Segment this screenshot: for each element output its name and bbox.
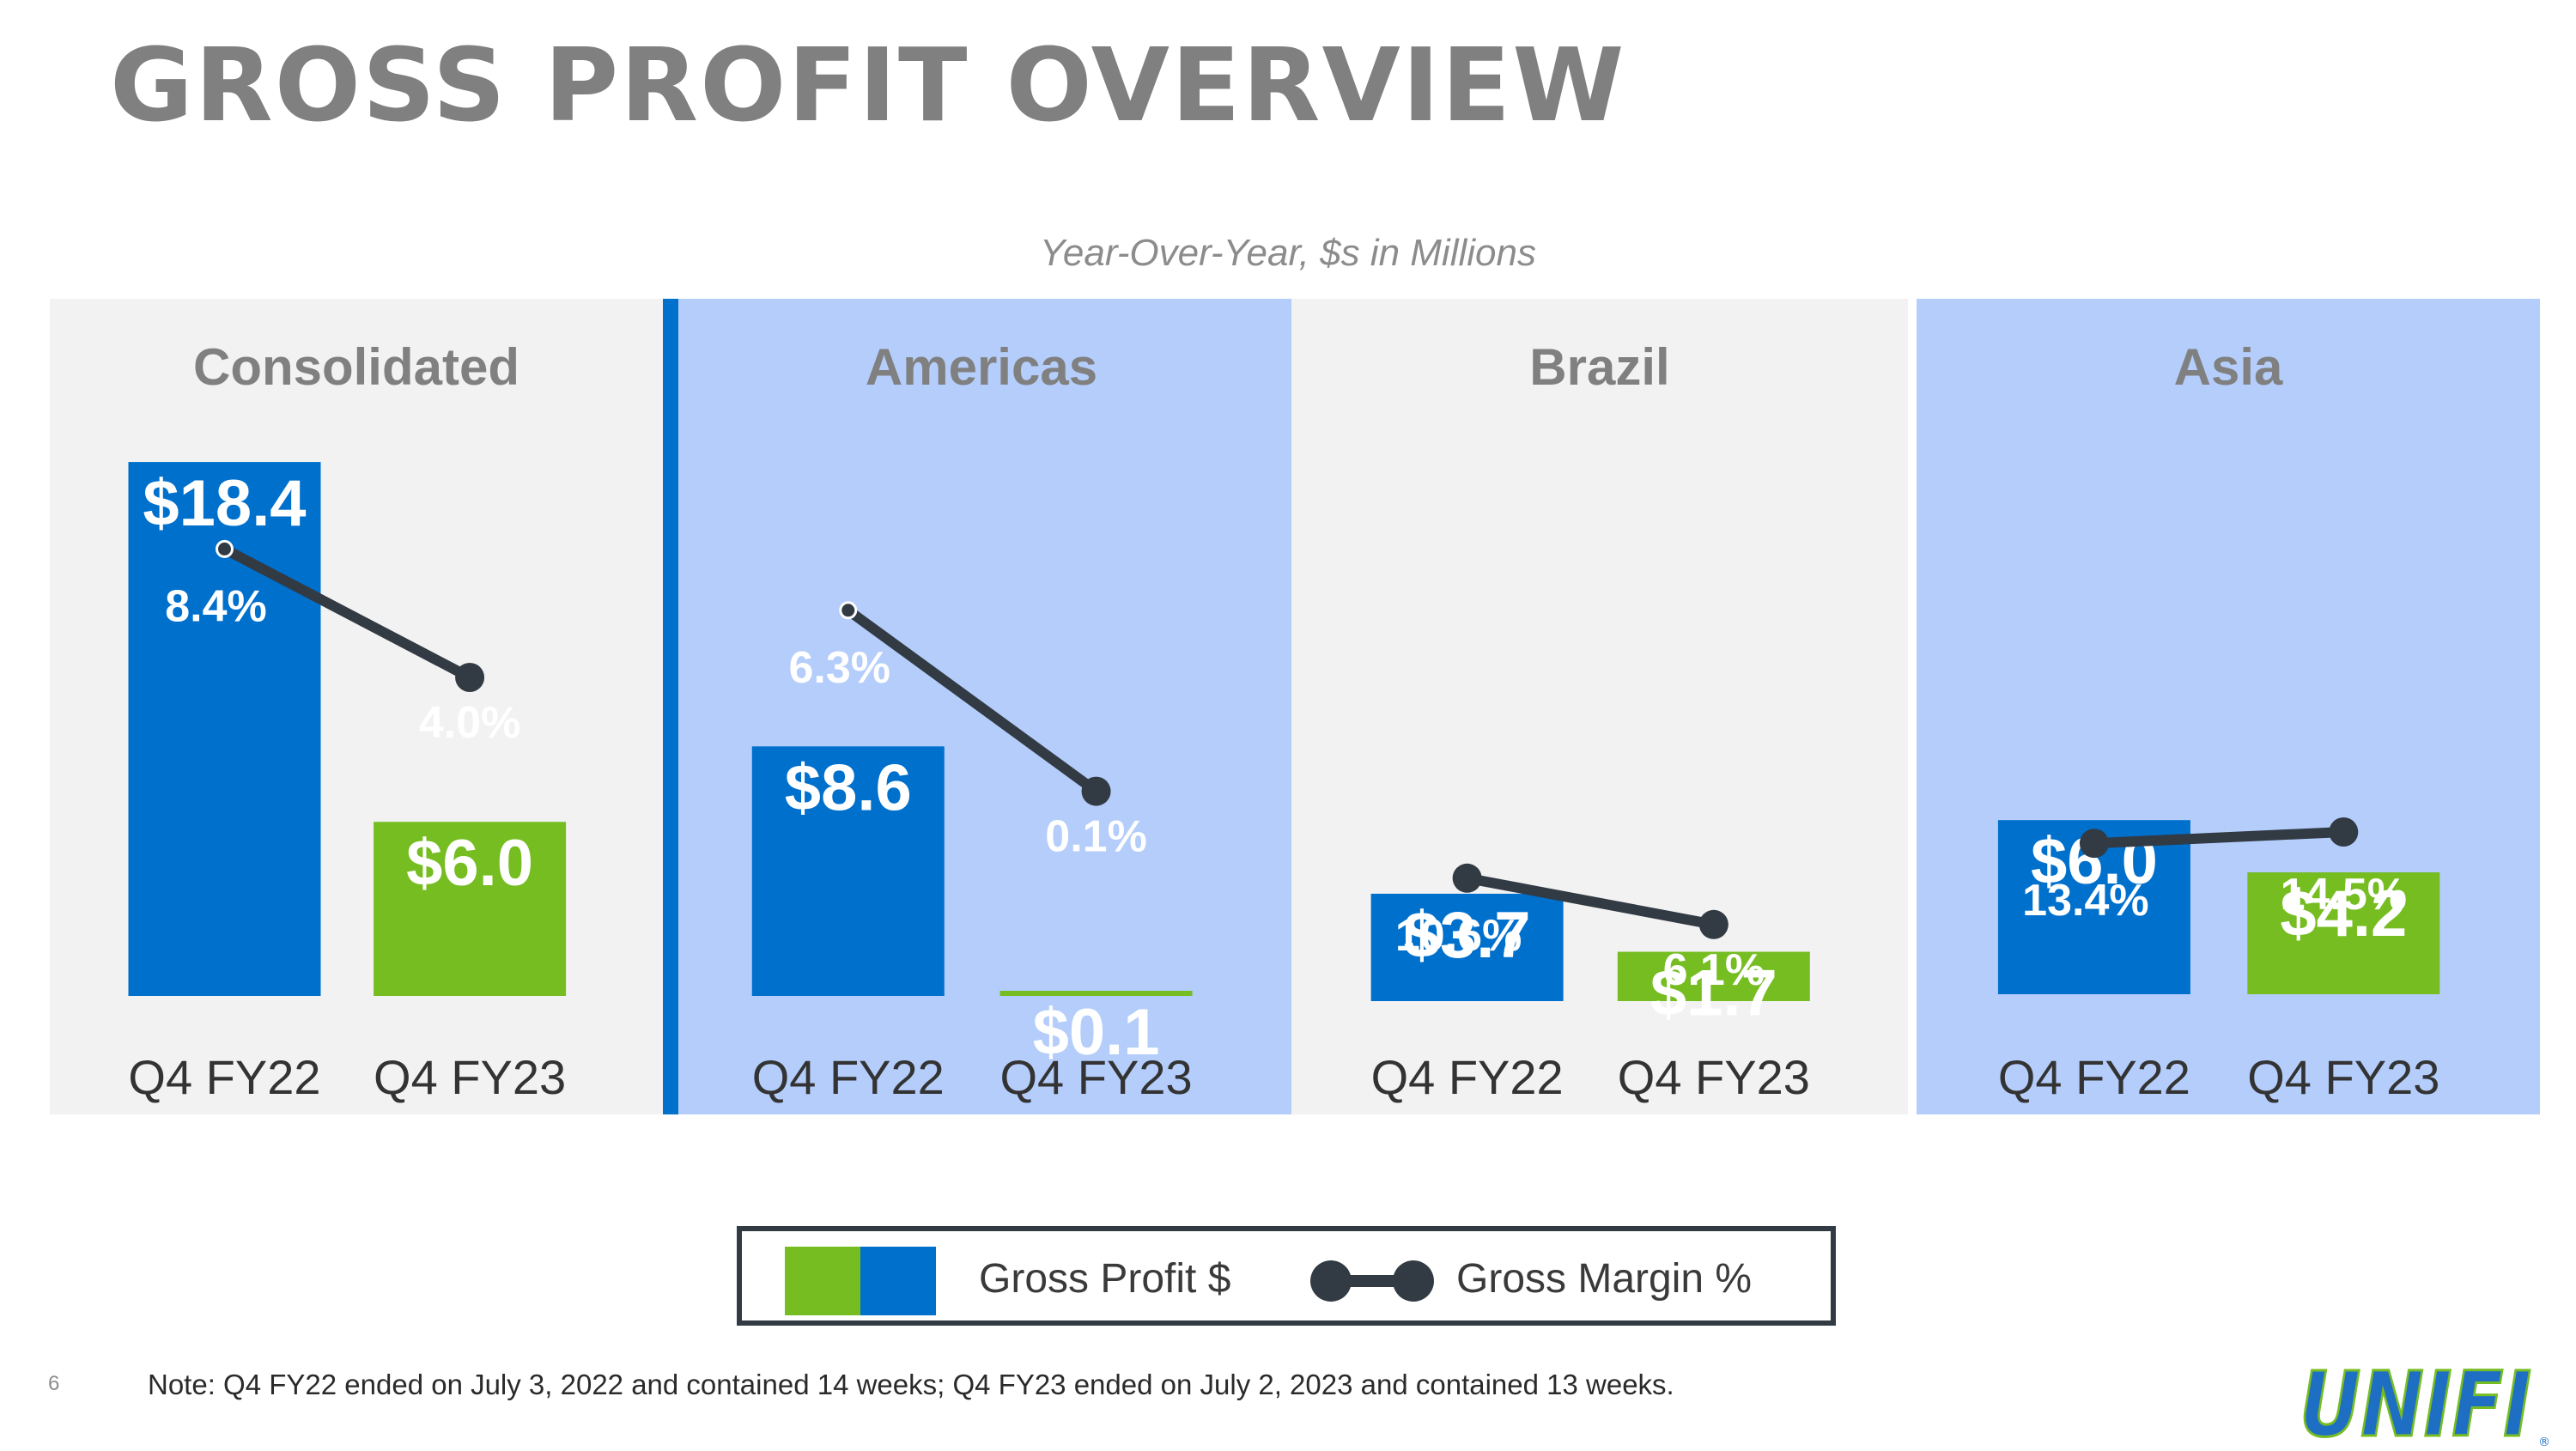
legend-line-marker <box>1310 1260 1434 1302</box>
logo-text: UNIFI <box>2300 1357 2531 1451</box>
margin-line-americas <box>842 604 1102 797</box>
margin-point-brazil-fy22 <box>1452 863 1482 893</box>
margin-point-americas-fy23 <box>1081 776 1111 806</box>
margin-label-asia-fy23: 14.5% <box>2281 870 2407 920</box>
margin-line-consolidated <box>219 543 476 683</box>
category-label-americas-fy23: Q4 FY23 <box>1000 1050 1193 1104</box>
margin-label-brazil-fy22: 10.6% <box>1395 911 1522 961</box>
legend-label-gross-margin: Gross Margin % <box>1456 1256 1753 1302</box>
value-label-brazil-fy23: $1.7 <box>1650 957 1777 1030</box>
legend-swatch-fy23 <box>785 1247 860 1315</box>
chart-legend: Gross Profit $ Gross Margin % <box>737 1226 1836 1326</box>
category-label-americas-fy22: Q4 FY22 <box>752 1050 945 1104</box>
margin-point-americas-fy22 <box>839 601 858 620</box>
category-label-asia-fy23: Q4 FY23 <box>2247 1050 2439 1104</box>
category-label-consolidated-fy22: Q4 FY22 <box>128 1050 320 1104</box>
panel-title-brazil: Brazil <box>1529 338 1669 396</box>
gross-profit-chart: Consolidated $18.4 Q4 FY22 $6.0 Q4 FY23 8.4% 4… <box>50 299 2540 1114</box>
panel-divider <box>663 299 678 1114</box>
legend-swatch-fy22 <box>860 1247 936 1315</box>
bar-asia-fy23 <box>2247 872 2440 994</box>
unifi-logo-icon: UNIFI ® <box>2299 1357 2551 1451</box>
category-label-consolidated-fy23: Q4 FY23 <box>374 1050 566 1104</box>
category-label-brazil-fy23: Q4 FY23 <box>1618 1050 1810 1104</box>
bar-consolidated-fy23 <box>374 822 567 996</box>
margin-label-americas-fy22: 6.3% <box>789 643 891 693</box>
value-label-asia-fy23: $4.2 <box>2280 877 2407 950</box>
chart-subtitle: Year-Over-Year, $s in Millions <box>1040 232 1536 274</box>
margin-label-americas-fy23: 0.1% <box>1045 812 1147 862</box>
panel-title-asia: Asia <box>2174 338 2283 396</box>
margin-line-asia <box>2088 827 2349 849</box>
bar-brazil-fy22 <box>1370 893 1564 1001</box>
margin-point-brazil-fy23 <box>1698 909 1728 939</box>
value-label-brazil-fy22: $3.7 <box>1404 899 1531 972</box>
legend-label-gross-profit: Gross Profit $ <box>979 1256 1231 1302</box>
value-label-americas-fy22: $8.6 <box>785 751 912 824</box>
margin-point-consolidated-fy23 <box>455 663 485 692</box>
page-title: GROSS PROFIT OVERVIEW <box>110 26 1626 144</box>
margin-point-asia-fy23 <box>2329 817 2359 847</box>
margin-label-consolidated-fy22: 8.4% <box>165 581 267 631</box>
page-number: 6 <box>48 1372 60 1395</box>
margin-point-consolidated-fy22 <box>215 539 234 558</box>
category-label-brazil-fy22: Q4 FY22 <box>1371 1050 1564 1104</box>
margin-label-consolidated-fy23: 4.0% <box>419 698 521 748</box>
bar-americas-fy23 <box>999 991 1193 996</box>
margin-label-asia-fy22: 13.4% <box>2022 876 2148 926</box>
panel-title-americas: Americas <box>866 338 1097 396</box>
footnote: Note: Q4 FY22 ended on July 3, 2022 and … <box>148 1369 1674 1400</box>
margin-line-brazil <box>1461 872 1719 930</box>
bar-americas-fy22 <box>751 746 945 996</box>
value-label-consolidated-fy23: $6.0 <box>406 827 533 900</box>
value-label-consolidated-fy22: $18.4 <box>143 467 306 540</box>
logo-registered-mark: ® <box>2538 1436 2550 1449</box>
margin-label-brazil-fy23: 6.1% <box>1663 945 1765 995</box>
margin-point-asia-fy22 <box>2079 829 2109 859</box>
category-label-asia-fy22: Q4 FY22 <box>1998 1050 2190 1104</box>
panel-title-consolidated: Consolidated <box>193 338 519 396</box>
bar-brazil-fy23 <box>1617 951 1810 1001</box>
value-label-americas-fy23: $0.1 <box>1033 996 1160 1069</box>
